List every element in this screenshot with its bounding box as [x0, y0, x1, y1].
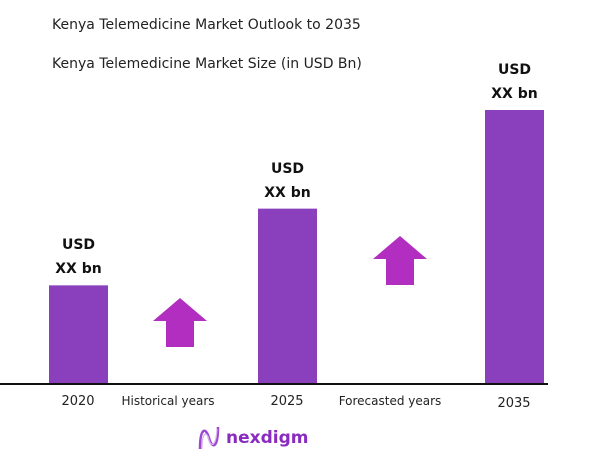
logo-wave-icon — [198, 426, 220, 450]
data-label-2025: USD XX bn — [264, 160, 311, 201]
chart-subtitle: Kenya Telemedicine Market Size (in USD B… — [52, 56, 362, 72]
tick-label-2025: 2025 — [270, 394, 304, 409]
data-label-2020: USD XX bn — [55, 237, 102, 278]
bar-2025 — [258, 208, 317, 384]
tick-label-2035: 2035 — [497, 396, 531, 411]
bar-2035 — [485, 110, 544, 384]
nexdigm-logo: nexdigm — [198, 425, 308, 451]
historical-years-label: Historical years — [121, 394, 215, 408]
data-label-2035: USD XX bn — [491, 62, 538, 102]
bar-2020 — [49, 285, 108, 384]
forecasted-years-label: Forecasted years — [338, 394, 442, 408]
up-arrow-icon — [153, 298, 207, 347]
tick-label-2020: 2020 — [61, 394, 95, 409]
chart-title: Kenya Telemedicine Market Outlook to 203… — [52, 17, 361, 33]
up-arrow-icon — [373, 236, 427, 285]
